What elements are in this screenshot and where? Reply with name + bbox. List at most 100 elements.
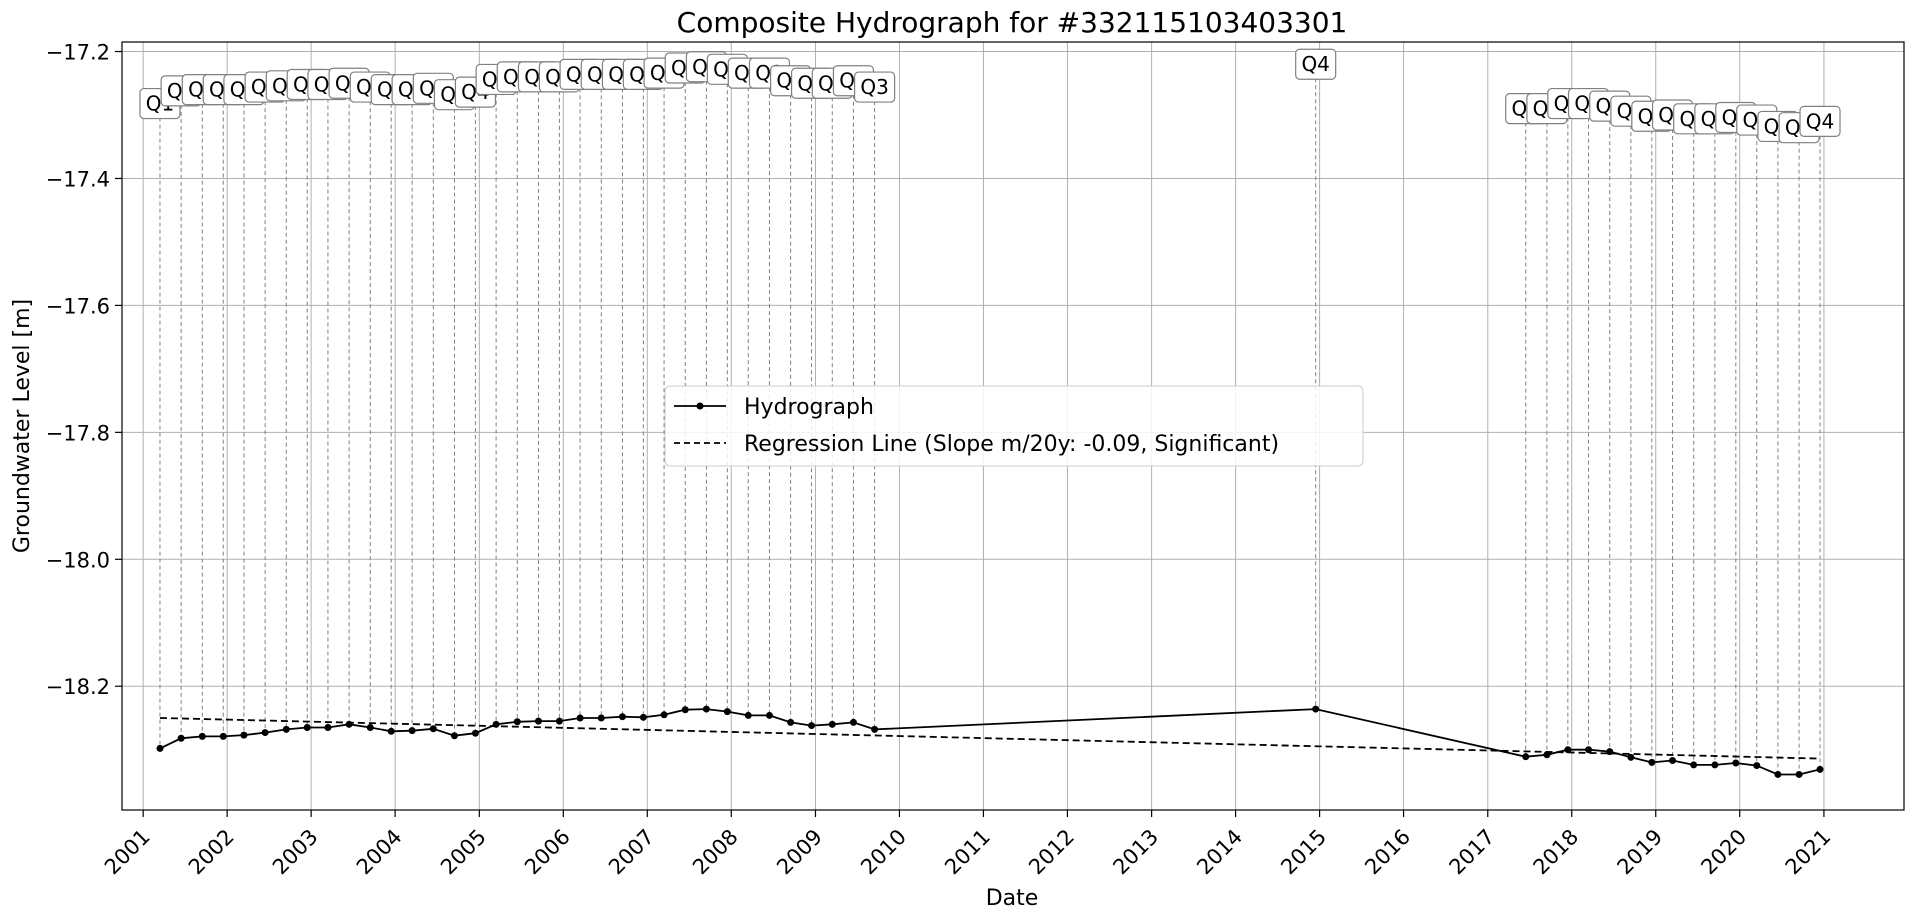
regression-line <box>159 717 1821 760</box>
hydrograph-point <box>765 711 773 719</box>
y-axis-label: Groundwater Level [m] <box>10 299 35 553</box>
hydrograph-point <box>408 727 416 735</box>
hydrograph-point <box>828 720 836 728</box>
x-tick-label: 2002 <box>184 825 239 880</box>
hydrograph-point <box>1774 770 1782 778</box>
hydrograph-point <box>597 714 605 722</box>
y-tick-label: −17.6 <box>46 294 110 318</box>
quarter-label: Q4 <box>1295 48 1337 80</box>
hydrograph-point <box>219 732 227 740</box>
x-tick-label: 2006 <box>520 825 575 880</box>
quarter-label-box <box>854 71 896 103</box>
hydrograph-point <box>1816 765 1824 773</box>
quarter-label: Q3 <box>854 71 896 103</box>
hydrograph-point <box>387 727 395 735</box>
legend: Hydrograph Regression Line (Slope m/20y:… <box>664 385 1364 467</box>
y-tick-label: −18.2 <box>46 675 110 699</box>
hydrograph-point <box>660 711 668 719</box>
series-layer <box>156 705 1824 778</box>
y-tick-label: −17.4 <box>46 167 110 191</box>
hydrograph-point <box>808 722 816 730</box>
x-tick-label: 2012 <box>1024 825 1079 880</box>
x-tick-label: 2017 <box>1445 825 1500 880</box>
x-tick-label: 2015 <box>1276 825 1331 880</box>
annotation-labels: Q1Q2Q3Q4Q1Q2Q3Q4Q1Q2Q3Q4Q1Q2Q3Q4Q1Q2Q3Q4… <box>139 48 1841 144</box>
x-axis-label: Date <box>986 886 1039 911</box>
hydrograph-point <box>618 713 626 721</box>
x-tick-label: 2009 <box>772 825 827 880</box>
hydrograph-point <box>513 718 521 726</box>
hydrograph-point <box>1795 770 1803 778</box>
hydrograph-point <box>156 744 164 752</box>
x-tick-label: 2008 <box>688 825 743 880</box>
y-tick-label: −18.0 <box>46 548 110 572</box>
hydrograph-point <box>1543 751 1551 759</box>
hydrograph-point <box>723 708 731 716</box>
hydrograph-point <box>1312 705 1320 713</box>
hydrograph-point <box>261 729 269 737</box>
hydrograph-point <box>1732 759 1740 767</box>
hydrograph-point <box>1564 746 1572 754</box>
hydrograph-point <box>871 725 879 733</box>
hydrograph-point <box>366 723 374 731</box>
hydrograph-point <box>324 723 332 731</box>
hydrograph-point <box>1627 753 1635 761</box>
hydrograph-point <box>177 734 185 742</box>
quarter-annotations <box>159 64 1821 775</box>
x-tick-label: 2011 <box>940 825 995 880</box>
quarter-label-text: Q3 <box>860 75 888 99</box>
legend-regression-label: Regression Line (Slope m/20y: -0.09, Sig… <box>744 432 1279 457</box>
quarter-label-text: Q4 <box>1806 109 1834 133</box>
hydrograph-point <box>639 713 647 721</box>
hydrograph-point <box>787 718 795 726</box>
quarter-label-text: Q4 <box>1301 52 1329 76</box>
y-tick-label: −17.2 <box>46 41 110 65</box>
hydrograph-point <box>303 723 311 731</box>
hydrograph-point <box>555 717 563 725</box>
x-tick-label: 2016 <box>1360 825 1415 880</box>
plot-frame <box>121 41 1905 811</box>
hydrograph-point <box>681 706 689 714</box>
x-tick-label: 2020 <box>1696 825 1751 880</box>
hydrograph-point <box>576 714 584 722</box>
hydrograph-point <box>1690 761 1698 769</box>
hydrograph-point <box>345 720 353 728</box>
x-tick-label: 2010 <box>856 825 911 880</box>
legend-hydrograph-marker <box>696 402 704 410</box>
hydrograph-point <box>1522 753 1530 761</box>
hydrograph-point <box>1669 756 1677 764</box>
quarter-label: Q4 <box>1799 105 1841 137</box>
x-tick-label: 2019 <box>1613 825 1668 880</box>
x-tick-label: 2007 <box>604 825 659 880</box>
hydrograph-point <box>1585 746 1593 754</box>
x-tick-label: 2003 <box>268 825 323 880</box>
hydrograph-point <box>1648 758 1656 766</box>
hydrograph-point <box>198 732 206 740</box>
y-tick-label: −17.8 <box>46 421 110 445</box>
hydrograph-point <box>849 718 857 726</box>
hydrograph-point <box>282 725 290 733</box>
x-tick-label: 2001 <box>100 825 155 880</box>
hydrograph-point <box>744 711 752 719</box>
legend-hydrograph-label: Hydrograph <box>744 395 874 420</box>
hydrograph-point <box>240 731 248 739</box>
hydrograph-point <box>534 717 542 725</box>
hydrograph-point <box>1753 762 1761 770</box>
hydrograph-point <box>1606 748 1614 756</box>
hydrograph-point <box>471 729 479 737</box>
x-tick-label: 2014 <box>1192 825 1247 880</box>
hydrograph-point <box>1711 761 1719 769</box>
hydrograph-point <box>492 720 500 728</box>
hydrograph-point <box>429 725 437 733</box>
x-tick-label: 2018 <box>1529 825 1584 880</box>
chart-title: Composite Hydrograph for #33211510340330… <box>677 6 1348 39</box>
x-tick-label: 2013 <box>1108 825 1163 880</box>
hydrograph-point <box>450 732 458 740</box>
quarter-label-box <box>1799 105 1841 137</box>
x-tick-label: 2005 <box>436 825 491 880</box>
hydrograph-line <box>159 708 1821 776</box>
x-tick-label: 2004 <box>352 825 407 880</box>
x-tick-label: 2021 <box>1781 825 1836 880</box>
hydrograph-point <box>702 705 710 713</box>
